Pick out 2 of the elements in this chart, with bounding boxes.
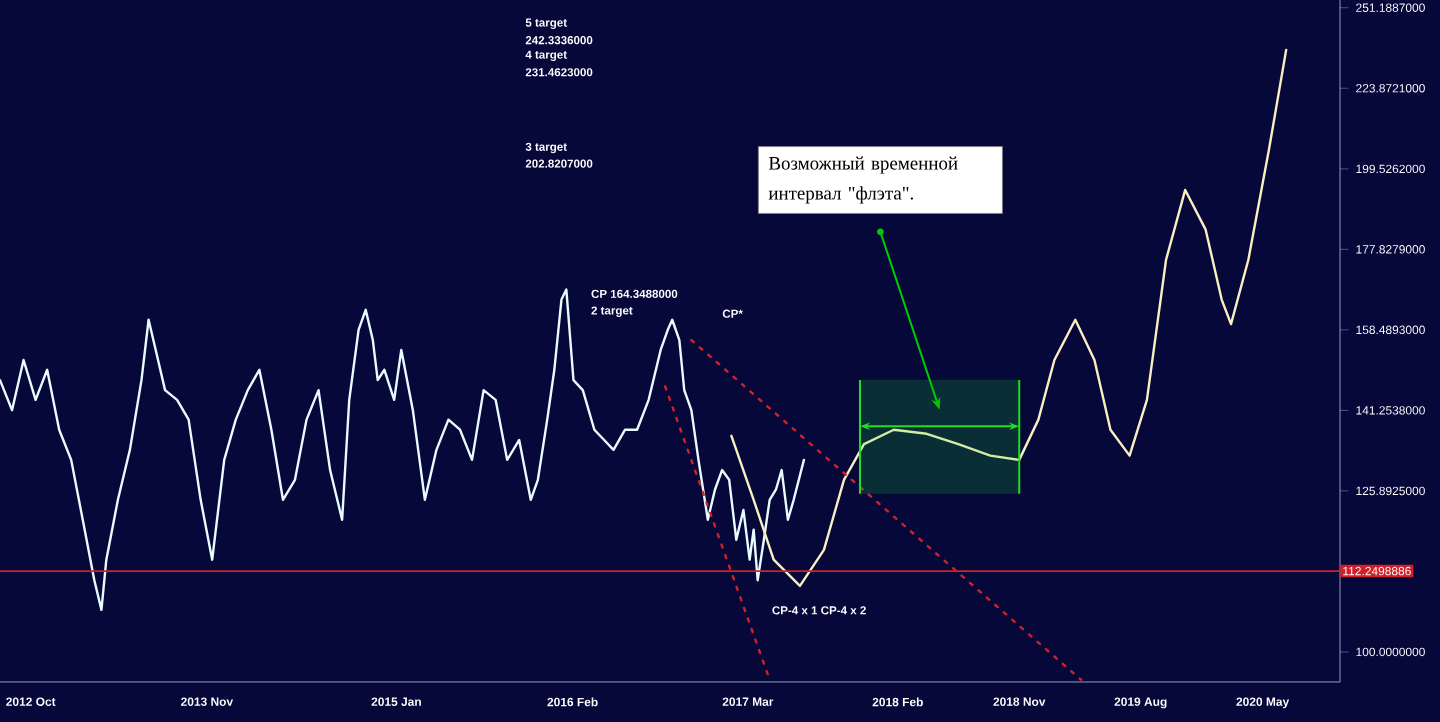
line-series <box>0 288 806 612</box>
annotation: Возможный временной интервал "флэта". <box>768 156 958 204</box>
